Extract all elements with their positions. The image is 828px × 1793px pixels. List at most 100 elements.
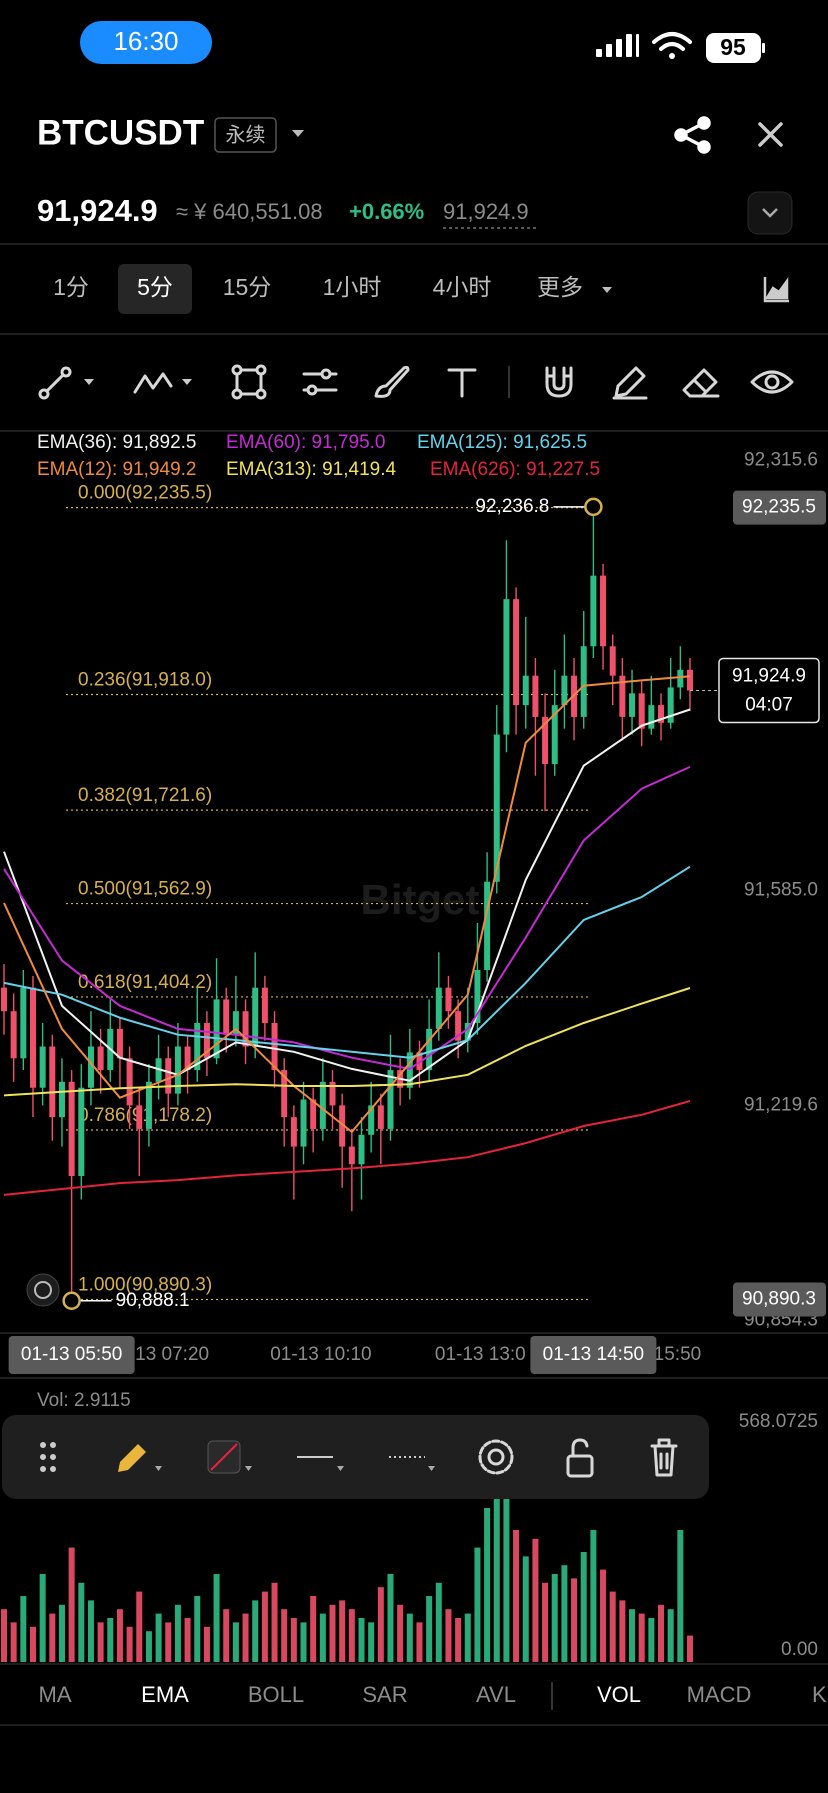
- y-tick-label: 91,219.6: [744, 1095, 818, 1116]
- candle-body: [474, 969, 481, 1023]
- tool-brush[interactable]: [374, 365, 410, 398]
- mark-price[interactable]: 91,924.9: [443, 199, 529, 224]
- reset-button[interactable]: [26, 1273, 60, 1307]
- volume-bar: [58, 1604, 65, 1662]
- fib-label: 0.618(91,404.2): [78, 972, 212, 993]
- close-button[interactable]: [758, 122, 783, 147]
- candle-body: [542, 716, 549, 764]
- candle-body: [10, 1011, 17, 1059]
- y-tick-label: 91,585.0: [744, 880, 818, 901]
- candle-body: [406, 1052, 413, 1088]
- volume-bar: [252, 1600, 259, 1662]
- toolbar-pencil[interactable]: [118, 1444, 162, 1472]
- interval-tab[interactable]: 1分: [53, 274, 89, 300]
- candle-body: [213, 999, 220, 1059]
- volume-bar: [49, 1613, 56, 1662]
- toolbar-delete[interactable]: [650, 1438, 678, 1477]
- tool-magnet[interactable]: [545, 366, 573, 398]
- indicator-tab[interactable]: VOL: [597, 1682, 641, 1707]
- candle-body: [87, 1046, 94, 1088]
- tool-pencil[interactable]: [612, 366, 648, 400]
- tool-line[interactable]: [38, 366, 94, 400]
- x-tick-label: 13 07:20: [135, 1344, 209, 1365]
- candle-body: [522, 675, 529, 706]
- toolbar-lock[interactable]: [566, 1438, 594, 1478]
- interval-tab[interactable]: 4小时: [433, 274, 492, 300]
- indicator-tab[interactable]: BOLL: [248, 1682, 304, 1707]
- candle-body: [1, 987, 7, 1012]
- x-highlight-box: [8, 1336, 135, 1374]
- toolbar-line-style[interactable]: [389, 1456, 435, 1471]
- volume-bar: [406, 1613, 413, 1662]
- ema-line: [3, 865, 691, 1059]
- x-tick-label: 01-13 10:10: [270, 1344, 371, 1365]
- ema-legend: EMA(125): 91,625.5: [417, 432, 587, 453]
- status-time: 16:30: [113, 26, 178, 56]
- interval-tab[interactable]: 更多: [537, 274, 583, 300]
- candle-body: [310, 1099, 317, 1129]
- watermark: Bitget: [361, 876, 480, 923]
- candle-body: [590, 575, 597, 647]
- interval-tab[interactable]: 1小时: [323, 274, 382, 300]
- candle-body: [58, 1081, 65, 1118]
- x-tick-label: 15:50: [654, 1344, 702, 1365]
- symbol-dropdown[interactable]: [292, 130, 304, 137]
- volume-bar: [542, 1582, 549, 1662]
- candle-body: [687, 669, 693, 691]
- toolbar-settings[interactable]: [478, 1439, 514, 1475]
- ema-line: [3, 1100, 691, 1196]
- candle-body: [261, 987, 268, 1023]
- x-highlight-label: 01-13 05:50: [21, 1344, 122, 1365]
- volume-bar: [20, 1595, 27, 1662]
- indicator-tab[interactable]: KD: [812, 1682, 828, 1707]
- indicator-tab[interactable]: MACD: [687, 1682, 752, 1707]
- candle-body: [290, 1117, 297, 1147]
- ema-legend: EMA(626): 91,227.5: [430, 459, 600, 480]
- chart-type-button[interactable]: [763, 277, 789, 303]
- volume-bar: [165, 1622, 172, 1662]
- toolbar-drag[interactable]: [40, 1442, 56, 1472]
- candle-body: [223, 999, 230, 1035]
- symbol[interactable]: BTCUSDT: [37, 113, 204, 152]
- candle-body: [658, 705, 665, 723]
- volume-bar: [300, 1622, 307, 1662]
- candle-body: [426, 1028, 433, 1071]
- ema-legend: EMA(60): 91,795.0: [226, 432, 385, 453]
- indicator-tab[interactable]: MA: [39, 1682, 72, 1707]
- volume-bar: [329, 1604, 336, 1662]
- price-tag-label: 90,890.3: [742, 1288, 816, 1309]
- candle-body: [194, 1022, 201, 1071]
- volume-bar: [513, 1529, 520, 1662]
- volume-bar: [609, 1591, 616, 1662]
- share-button[interactable]: [674, 116, 711, 154]
- interval-tab[interactable]: 15分: [223, 274, 272, 300]
- tool-fib[interactable]: [302, 368, 338, 396]
- interval-tabs: 1分 5分 15分 1小时 4小时 更多: [53, 264, 612, 314]
- candle-body: [493, 734, 500, 882]
- price-chart[interactable]: Bitget92,315.691,585.091,219.690,854.30.…: [1, 432, 826, 1331]
- volume-bar: [590, 1529, 597, 1662]
- tool-eraser[interactable]: [682, 368, 720, 398]
- indicator-tab[interactable]: AVL: [476, 1682, 516, 1707]
- indicator-tab[interactable]: EMA: [141, 1682, 189, 1707]
- expand-button[interactable]: [747, 191, 793, 235]
- tool-text[interactable]: [447, 368, 477, 398]
- volume-bar: [136, 1591, 143, 1662]
- candle-body: [377, 1105, 384, 1129]
- tool-wave[interactable]: [133, 372, 192, 394]
- extreme-label: 92,236.8: [475, 496, 549, 517]
- current-price-label: 91,924.9: [732, 665, 806, 686]
- volume-bar: [29, 1626, 36, 1662]
- interval-tab[interactable]: 5分: [137, 274, 173, 300]
- toolbar-line-width[interactable]: [297, 1456, 344, 1471]
- volume-bar: [1, 1609, 7, 1662]
- tool-visibility[interactable]: [750, 370, 794, 394]
- candle-body: [232, 1011, 239, 1035]
- volume-bar: [319, 1613, 326, 1662]
- indicator-tab[interactable]: SAR: [362, 1682, 407, 1707]
- tool-rect[interactable]: [231, 364, 267, 400]
- candle-body: [600, 575, 607, 647]
- candle-body: [145, 1081, 152, 1129]
- toolbar-color[interactable]: [207, 1440, 252, 1474]
